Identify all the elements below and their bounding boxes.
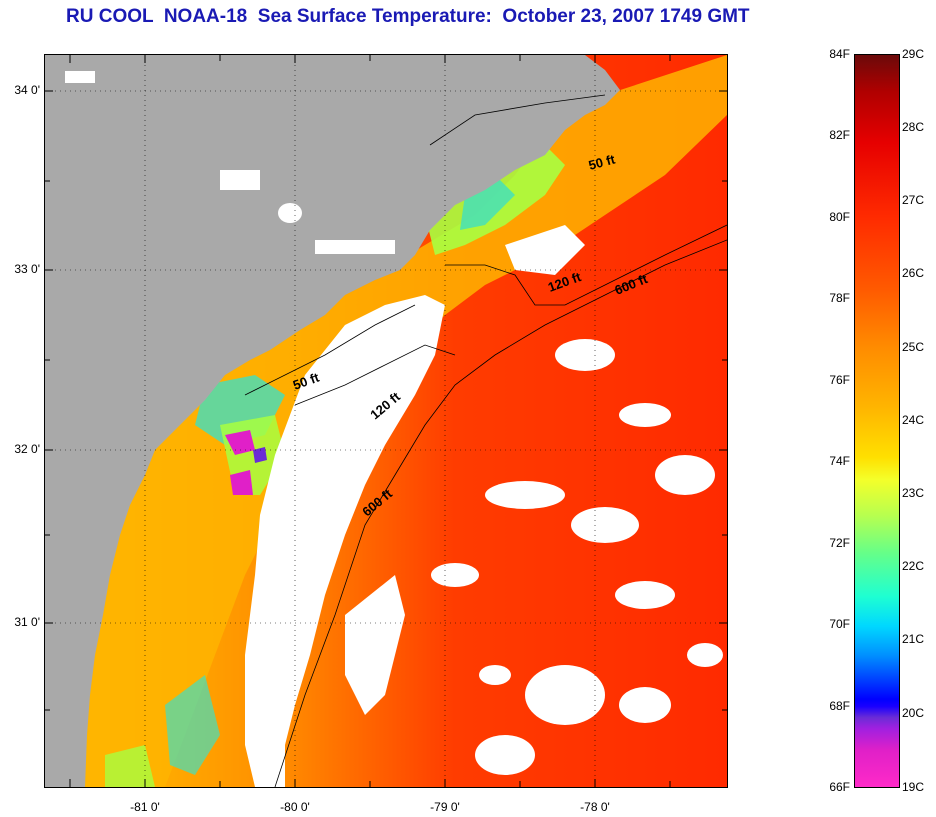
offshore-clouds (431, 339, 723, 775)
land-mass (45, 55, 620, 787)
longitude-label: -80 0' (280, 800, 310, 814)
cloud-region (245, 295, 445, 787)
colorbar-f-label: 70F (829, 617, 850, 631)
temperature-colorbar (854, 54, 900, 788)
colorbar-f-label: 84F (829, 47, 850, 61)
latitude-label: 32 0' (14, 442, 40, 456)
colorbar-c-label: 26C (902, 266, 925, 280)
graticule (45, 55, 727, 787)
colorbar-c-label: 22C (902, 559, 925, 573)
contour-label: 50 ft (587, 151, 617, 173)
colorbar-f-label: 80F (829, 210, 850, 224)
colorbar-c-label: 23C (902, 486, 925, 500)
colorbar-c-label: 29C (902, 47, 925, 61)
colorbar-f-label: 78F (829, 291, 850, 305)
latitude-label: 31 0' (14, 615, 40, 629)
colorbar-f-label: 82F (829, 128, 850, 142)
sst-map: 50 ft 120 ft 600 ft 50 ft 120 ft 600 ft (44, 54, 728, 788)
colorbar-c-label: 20C (902, 706, 925, 720)
colorbar-f-label: 66F (829, 780, 850, 794)
map-title: RU COOL NOAA-18 Sea Surface Temperature:… (66, 6, 750, 27)
colorbar-c-label: 24C (902, 413, 925, 427)
colorbar-f-label: 72F (829, 536, 850, 550)
latitude-label: 33 0' (14, 262, 40, 276)
colorbar-c-label: 27C (902, 193, 925, 207)
colorbar-c-label: 28C (902, 120, 925, 134)
colorbar-f-label: 74F (829, 454, 850, 468)
colorbar-c-label: 25C (902, 340, 925, 354)
colorbar-c-label: 19C (902, 780, 925, 794)
longitude-label: -79 0' (430, 800, 460, 814)
longitude-label: -78 0' (580, 800, 610, 814)
colorbar-c-label: 21C (902, 632, 925, 646)
colorbar-f-label: 76F (829, 373, 850, 387)
colorbar-f-label: 68F (829, 699, 850, 713)
bathymetry-contours (244, 94, 727, 787)
longitude-label: -81 0' (130, 800, 160, 814)
cold-spot (225, 430, 255, 455)
latitude-label: 34 0' (14, 83, 40, 97)
